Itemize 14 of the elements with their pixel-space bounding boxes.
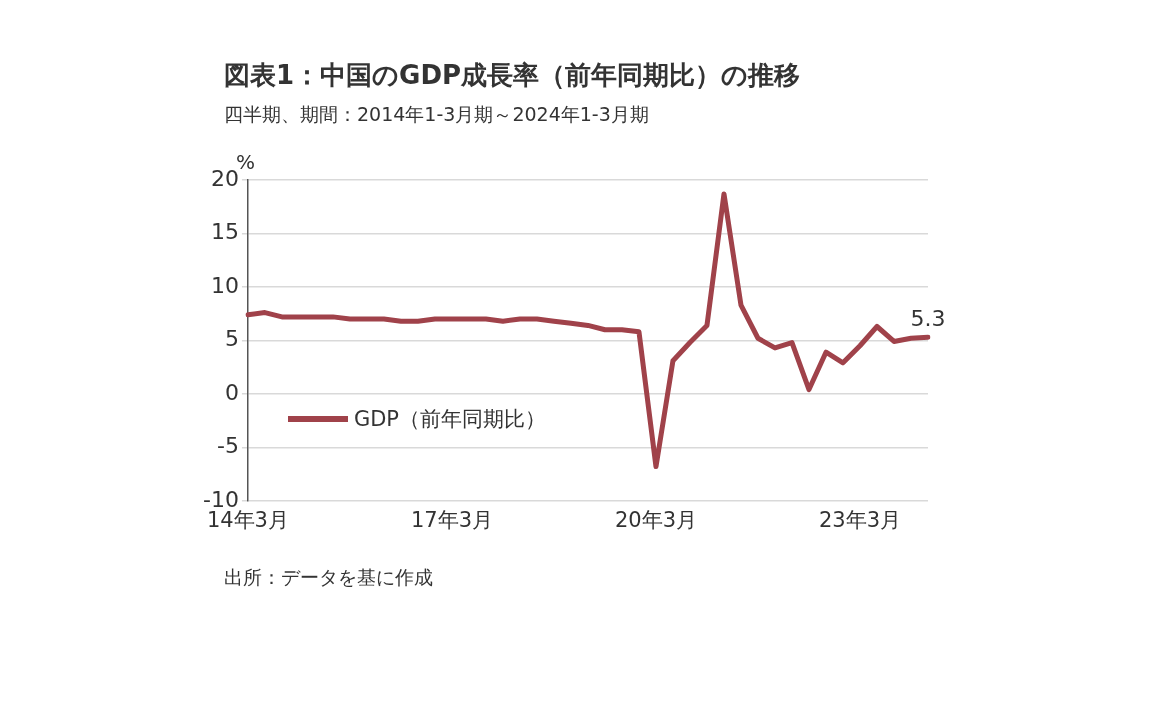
chart-title: 図表1：中国のGDP成長率（前年同期比）の推移 <box>224 59 801 92</box>
x-tick-label: 17年3月 <box>410 507 493 532</box>
y-tick-label: 15 <box>210 219 239 245</box>
x-tick-label: 20年3月 <box>614 507 698 532</box>
y-tick-label: 10 <box>210 272 239 298</box>
y-tick-label: -5 <box>217 433 239 459</box>
y-tick-label: 20 <box>210 165 239 191</box>
x-tick-label: 23年3月 <box>818 507 902 532</box>
text: 出所：データを基に作成 <box>224 565 433 590</box>
y-tick-label: 0 <box>224 379 239 405</box>
legend-label: GDP（前年同期比） <box>353 405 547 433</box>
data-label: 5.3 <box>910 305 946 331</box>
chart-subtitle: 四半期、期間：2014年1-3月期～2024年1-3月期 <box>224 102 649 127</box>
y-tick-label: 5 <box>224 326 239 352</box>
